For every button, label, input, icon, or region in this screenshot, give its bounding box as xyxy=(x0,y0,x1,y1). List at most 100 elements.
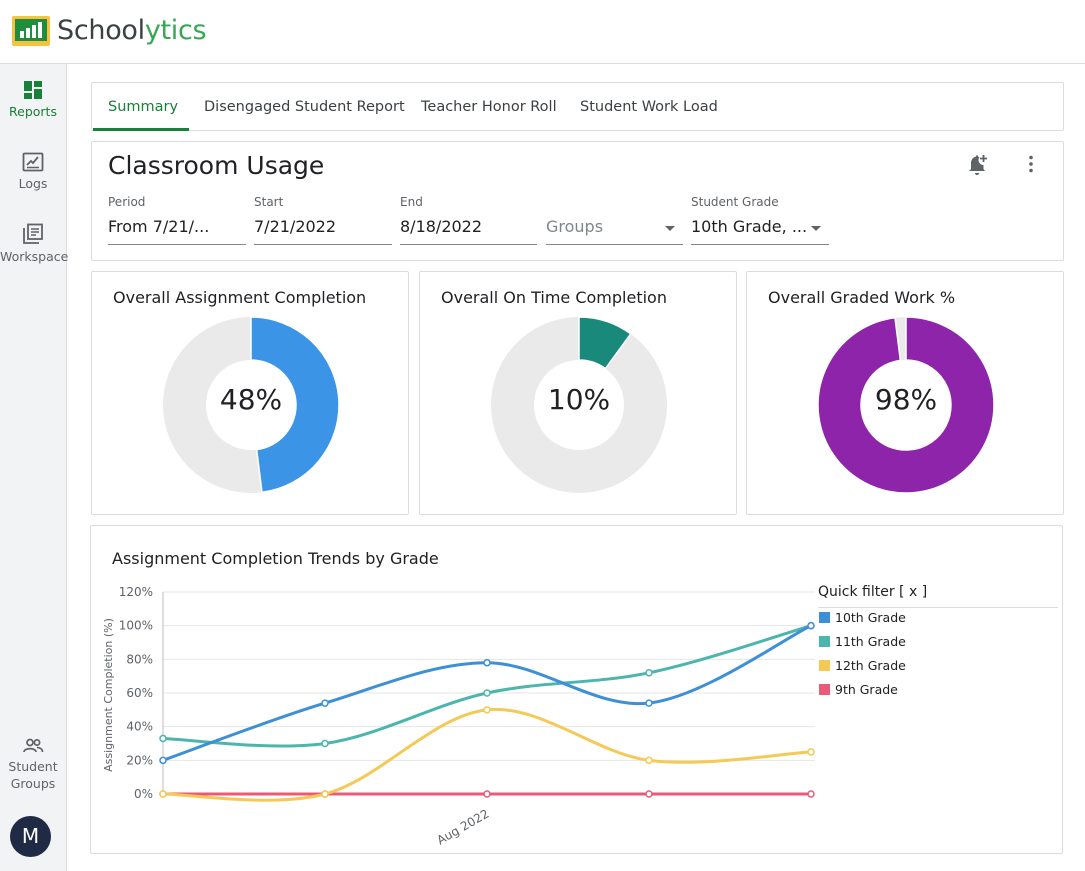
brand-name[interactable]: Schoolytics xyxy=(57,15,207,46)
donut-title: Overall Assignment Completion xyxy=(113,288,367,307)
assignment-completion-donut[interactable] xyxy=(162,316,340,494)
report-tabs: Summary Disengaged Student Report Teache… xyxy=(91,82,1064,131)
avatar[interactable]: M xyxy=(10,816,51,857)
tab-student-work-load[interactable]: Student Work Load xyxy=(580,99,718,115)
data-point-12th-grade xyxy=(645,756,653,765)
data-point-10th-grade xyxy=(159,756,167,765)
donut-value: 48% xyxy=(219,383,283,416)
series-line-11th-grade xyxy=(162,624,812,748)
donut-value: 10% xyxy=(547,383,611,416)
data-point-9th-grade xyxy=(645,790,653,798)
sidebar-item-label: Workspace xyxy=(0,249,69,264)
legend-swatch xyxy=(819,684,830,695)
tab-disengaged-student-report[interactable]: Disengaged Student Report xyxy=(204,99,405,115)
top-bar: Schoolytics xyxy=(0,0,1085,64)
completion-trends-chart[interactable]: 0% 20% 40% 60% 80% 100% 120% Assignment Complet… xyxy=(91,526,1064,855)
y-tick-label: 60% xyxy=(126,686,153,700)
sidebar-item-label: Logs xyxy=(18,176,48,191)
chevron-down-icon xyxy=(665,226,675,231)
library-books-icon xyxy=(23,223,43,244)
end-date-field[interactable]: End 8/18/2022 xyxy=(400,195,537,245)
legend-item-10th-grade[interactable]: 10th Grade xyxy=(818,608,1058,632)
donut-hole xyxy=(861,360,951,450)
donut-title: Overall Graded Work % xyxy=(768,288,956,307)
graded-work-donut[interactable] xyxy=(817,316,995,494)
sidebar-item-student-groups[interactable]: Student Groups xyxy=(0,738,66,792)
brand-main: School xyxy=(57,15,145,46)
student-grade-select[interactable]: Student Grade 10th Grade, ... xyxy=(691,195,829,245)
groups-placeholder: Groups xyxy=(546,217,604,236)
chevron-down-icon xyxy=(811,226,821,231)
sidebar-item-reports[interactable]: Reports xyxy=(0,80,66,119)
y-axis-label: Assignment Completion (%) xyxy=(102,618,115,772)
dashboard-icon xyxy=(24,81,42,99)
on-time-completion-card: Overall On Time Completion 10% xyxy=(419,271,737,515)
student-grade-value: 10th Grade, ... xyxy=(691,217,808,236)
sidebar-groups-line2: Groups xyxy=(10,776,56,791)
legend-label: 10th Grade xyxy=(835,610,906,625)
legend-label: 9th Grade xyxy=(835,682,898,697)
active-tab-indicator xyxy=(93,128,189,131)
series-line-12th-grade xyxy=(162,707,812,802)
data-point-12th-grade xyxy=(483,706,491,714)
schoolytics-logo-icon[interactable] xyxy=(12,16,50,46)
sidebar-item-logs[interactable]: Logs xyxy=(0,152,66,191)
legend-swatch xyxy=(819,636,830,647)
donut-value: 98% xyxy=(874,383,938,416)
donut-hole xyxy=(534,360,624,450)
assignment-completion-card: Overall Assignment Completion 48% xyxy=(91,271,409,515)
legend-swatch xyxy=(819,660,830,671)
x-tick-label: Aug 2022 xyxy=(434,806,491,847)
add-alert-icon[interactable] xyxy=(965,152,989,176)
end-value: 8/18/2022 xyxy=(400,217,483,236)
data-point-10th-grade xyxy=(807,621,815,630)
legend-swatch xyxy=(819,612,830,623)
legend-label: 12th Grade xyxy=(835,658,906,673)
y-tick-label: 120% xyxy=(119,585,153,599)
period-select[interactable]: Period From 7/21/... xyxy=(108,195,246,245)
data-point-10th-grade xyxy=(483,658,491,667)
legend-item-9th-grade[interactable]: 9th Grade xyxy=(818,680,1058,704)
chart-legend: Quick filter [ x ] 10th Grade 11th Grade… xyxy=(818,584,1058,704)
start-value: 7/21/2022 xyxy=(254,217,337,236)
data-point-11th-grade xyxy=(321,739,329,748)
on-time-completion-donut[interactable] xyxy=(490,316,668,494)
donut-title: Overall On Time Completion xyxy=(441,288,667,307)
legend-label: 11th Grade xyxy=(835,634,906,649)
donut-hole xyxy=(206,360,296,450)
student-grade-label: Student Grade xyxy=(691,195,779,209)
legend-item-11th-grade[interactable]: 11th Grade xyxy=(818,632,1058,656)
y-tick-label: 100% xyxy=(119,619,153,633)
start-label: Start xyxy=(254,195,284,209)
data-point-12th-grade xyxy=(159,790,167,798)
y-tick-label: 40% xyxy=(126,720,153,734)
y-tick-label: 0% xyxy=(134,787,153,801)
data-point-9th-grade xyxy=(807,790,815,798)
page-title: Classroom Usage xyxy=(108,151,325,180)
legend-item-12th-grade[interactable]: 12th Grade xyxy=(818,656,1058,680)
data-point-10th-grade xyxy=(645,699,653,707)
data-point-11th-grade xyxy=(483,689,491,697)
classroom-usage-panel: Classroom Usage Period From 7/21/... Sta… xyxy=(91,141,1064,261)
groups-select[interactable]: Groups xyxy=(546,195,683,245)
data-point-11th-grade xyxy=(159,734,167,743)
start-date-field[interactable]: Start 7/21/2022 xyxy=(254,195,392,245)
sidebar-groups-line1: Student xyxy=(8,759,58,774)
tab-summary[interactable]: Summary xyxy=(108,99,179,115)
chart-title: Assignment Completion Trends by Grade xyxy=(112,549,439,568)
data-point-12th-grade xyxy=(321,790,329,798)
period-label: Period xyxy=(108,195,146,209)
sidebar: Reports Logs Workspace Student Groups M xyxy=(0,64,69,871)
sidebar-item-label: Reports xyxy=(9,104,57,119)
more-vert-icon[interactable] xyxy=(1021,154,1041,174)
edit-note-icon xyxy=(22,152,44,172)
quick-filter-reset[interactable]: Quick filter [ x ] xyxy=(818,584,1058,608)
y-tick-label: 20% xyxy=(126,753,153,767)
y-tick-label: 80% xyxy=(126,652,153,666)
data-point-12th-grade xyxy=(807,748,815,756)
sidebar-item-workspace[interactable]: Workspace xyxy=(0,223,69,264)
end-label: End xyxy=(400,195,423,209)
period-value: From 7/21/... xyxy=(108,217,210,236)
data-point-9th-grade xyxy=(483,790,491,798)
tab-teacher-honor-roll[interactable]: Teacher Honor Roll xyxy=(421,99,557,115)
